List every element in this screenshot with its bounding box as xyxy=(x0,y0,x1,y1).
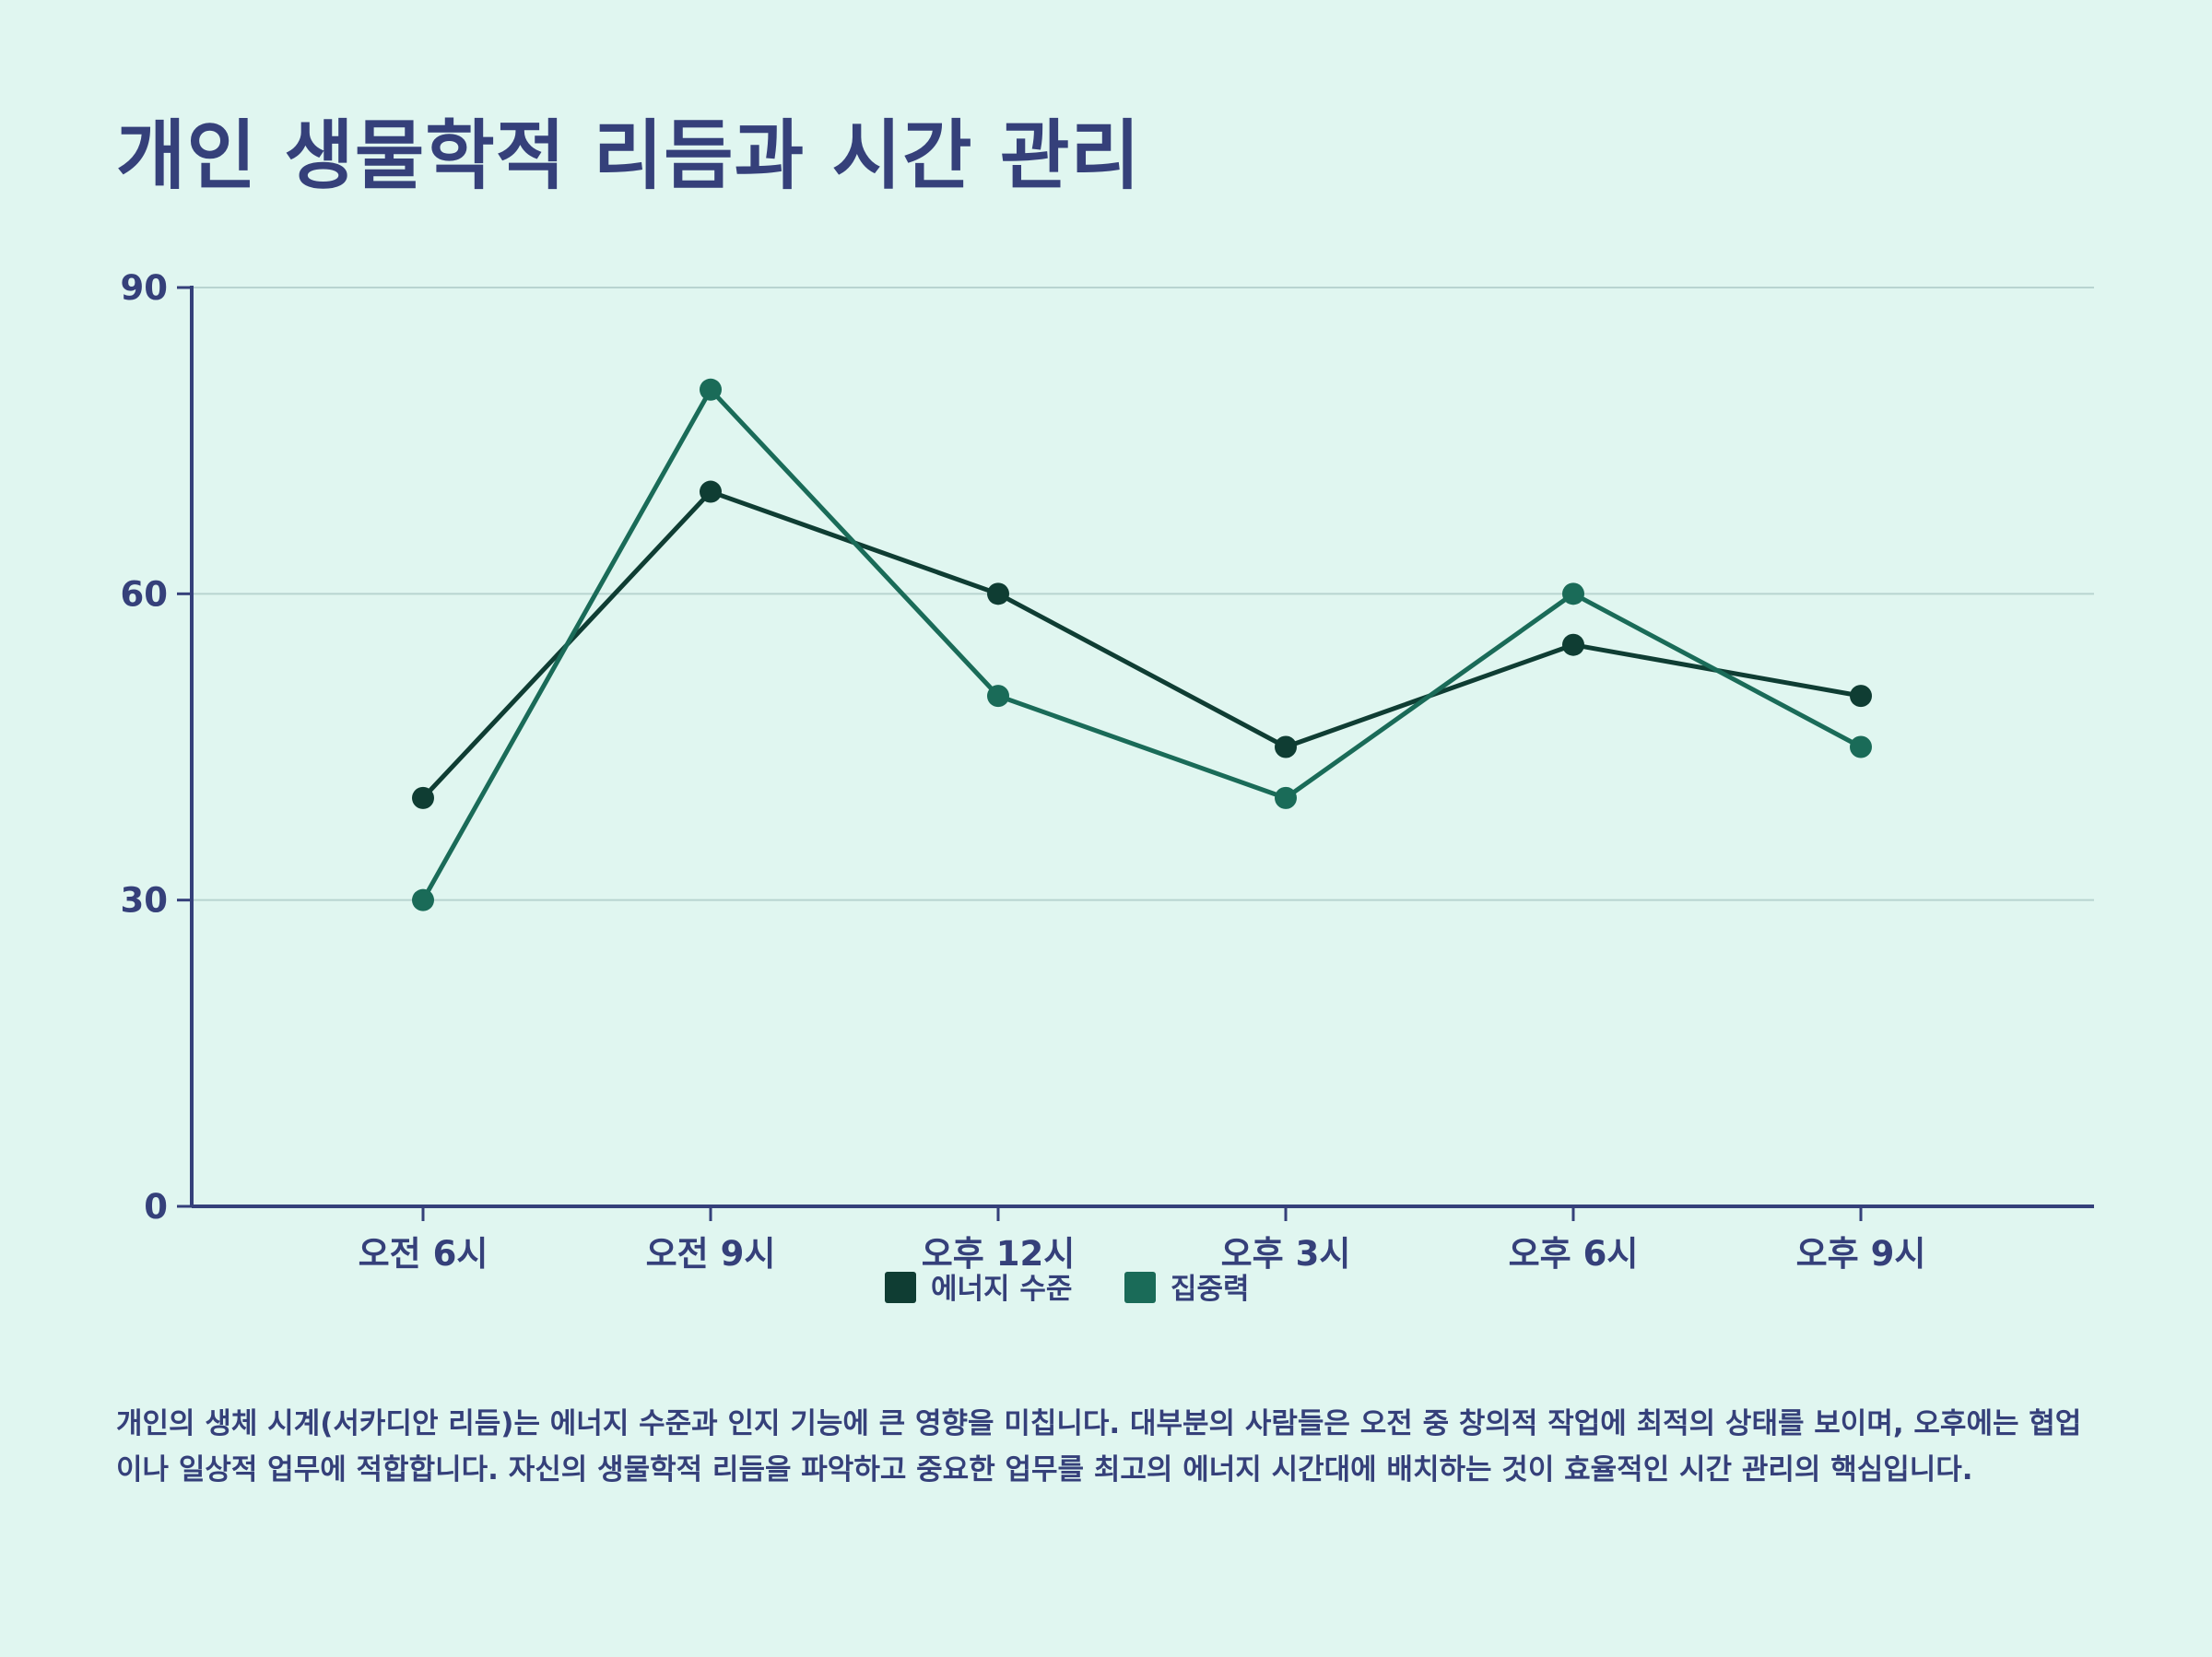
legend-swatch-2 xyxy=(1124,1272,1156,1303)
grid-lines xyxy=(192,287,2094,901)
data-point xyxy=(987,685,1009,708)
data-point xyxy=(1275,735,1297,758)
data-point xyxy=(1850,735,1872,758)
legend-label-2: 집중력 xyxy=(1171,1273,1250,1306)
data-point xyxy=(1850,685,1872,708)
y-tick-label: 30 xyxy=(121,881,169,921)
x-tick-label: 오전 6시 xyxy=(359,1234,488,1274)
series xyxy=(412,378,1872,911)
data-point xyxy=(1275,786,1297,809)
x-tick-label: 오후 12시 xyxy=(922,1234,1076,1274)
series-line-1 xyxy=(421,489,1862,800)
data-point xyxy=(700,480,722,503)
axes: 0 30 60 90 오전 6시 오전 9시 오후 12시 오후 3시 오후 6시 오후 9시 xyxy=(121,268,2094,1274)
chart-title: 개인 생물학적 리듬과 시간 관리 xyxy=(116,112,1141,200)
x-tick-label: 오전 9시 xyxy=(646,1234,776,1274)
data-point xyxy=(700,378,722,401)
x-tick-label: 오후 9시 xyxy=(1796,1234,1926,1274)
description-text: 개인의 생체 시계(서카디안 리듬)는 에너지 수준과 인지 기능에 큰 영향을… xyxy=(116,1407,2082,1487)
x-tick-label: 오후 3시 xyxy=(1221,1234,1351,1274)
legend-label-1: 에너지 수준 xyxy=(931,1273,1072,1306)
y-tick-label: 0 xyxy=(144,1187,168,1227)
legend: 에너지 수준 집중력 xyxy=(885,1272,1250,1306)
series-line-2 xyxy=(420,387,1863,901)
data-point xyxy=(1562,633,1584,656)
y-tick-label: 60 xyxy=(121,574,169,614)
data-point xyxy=(1562,582,1584,605)
data-point xyxy=(412,786,434,809)
y-tick-label: 90 xyxy=(121,268,169,308)
legend-swatch-1 xyxy=(885,1272,916,1303)
data-point xyxy=(412,888,434,911)
data-point xyxy=(987,582,1009,605)
x-tick-label: 오후 6시 xyxy=(1509,1234,1639,1274)
